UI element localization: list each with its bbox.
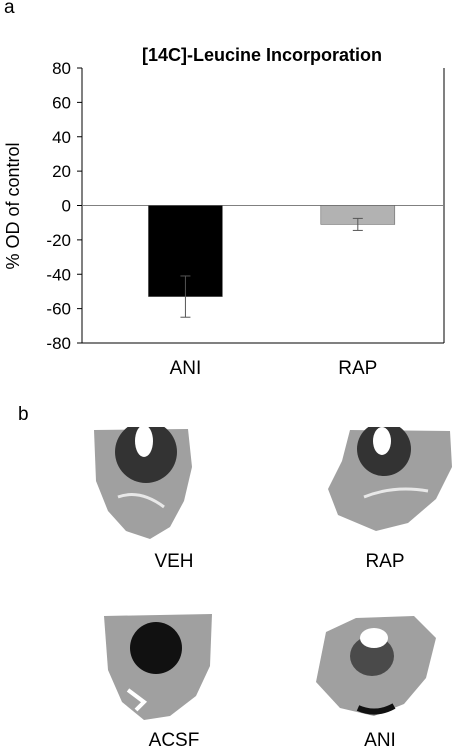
y-tick-label: 0 [62,197,71,216]
brain-slice-acsf-icon [104,614,212,720]
y-tick-label: 60 [52,93,71,112]
y-tick-label: -20 [46,231,71,250]
bar-chart: [14C]-Leucine Incorporation % OD of cont… [3,45,445,379]
y-tick-label: -40 [46,265,71,284]
image-label-rap: RAP [365,551,405,572]
y-tick-label: 20 [52,162,71,181]
chart-title: [14C]-Leucine Incorporation [142,45,382,65]
image-label-veh: VEH [154,551,194,572]
brain-slice-veh-icon [94,427,192,539]
image-label-ani: ANI [364,730,396,751]
brain-slice-ani-icon [316,616,436,716]
y-axis-label: % OD of control [3,142,23,269]
y-tick-label: 40 [52,128,71,147]
panel-letter-a: a [4,0,15,18]
image-label-acsf: ACSF [148,730,200,751]
y-tick-label: 80 [52,59,71,78]
brain-slice-rap-icon [328,427,452,531]
y-tick-label: -60 [46,300,71,319]
y-tick-label: -80 [46,334,71,353]
x-category-label: ANI [170,358,202,379]
x-category-label: RAP [338,358,377,379]
panel-letter-b: b [18,404,29,425]
